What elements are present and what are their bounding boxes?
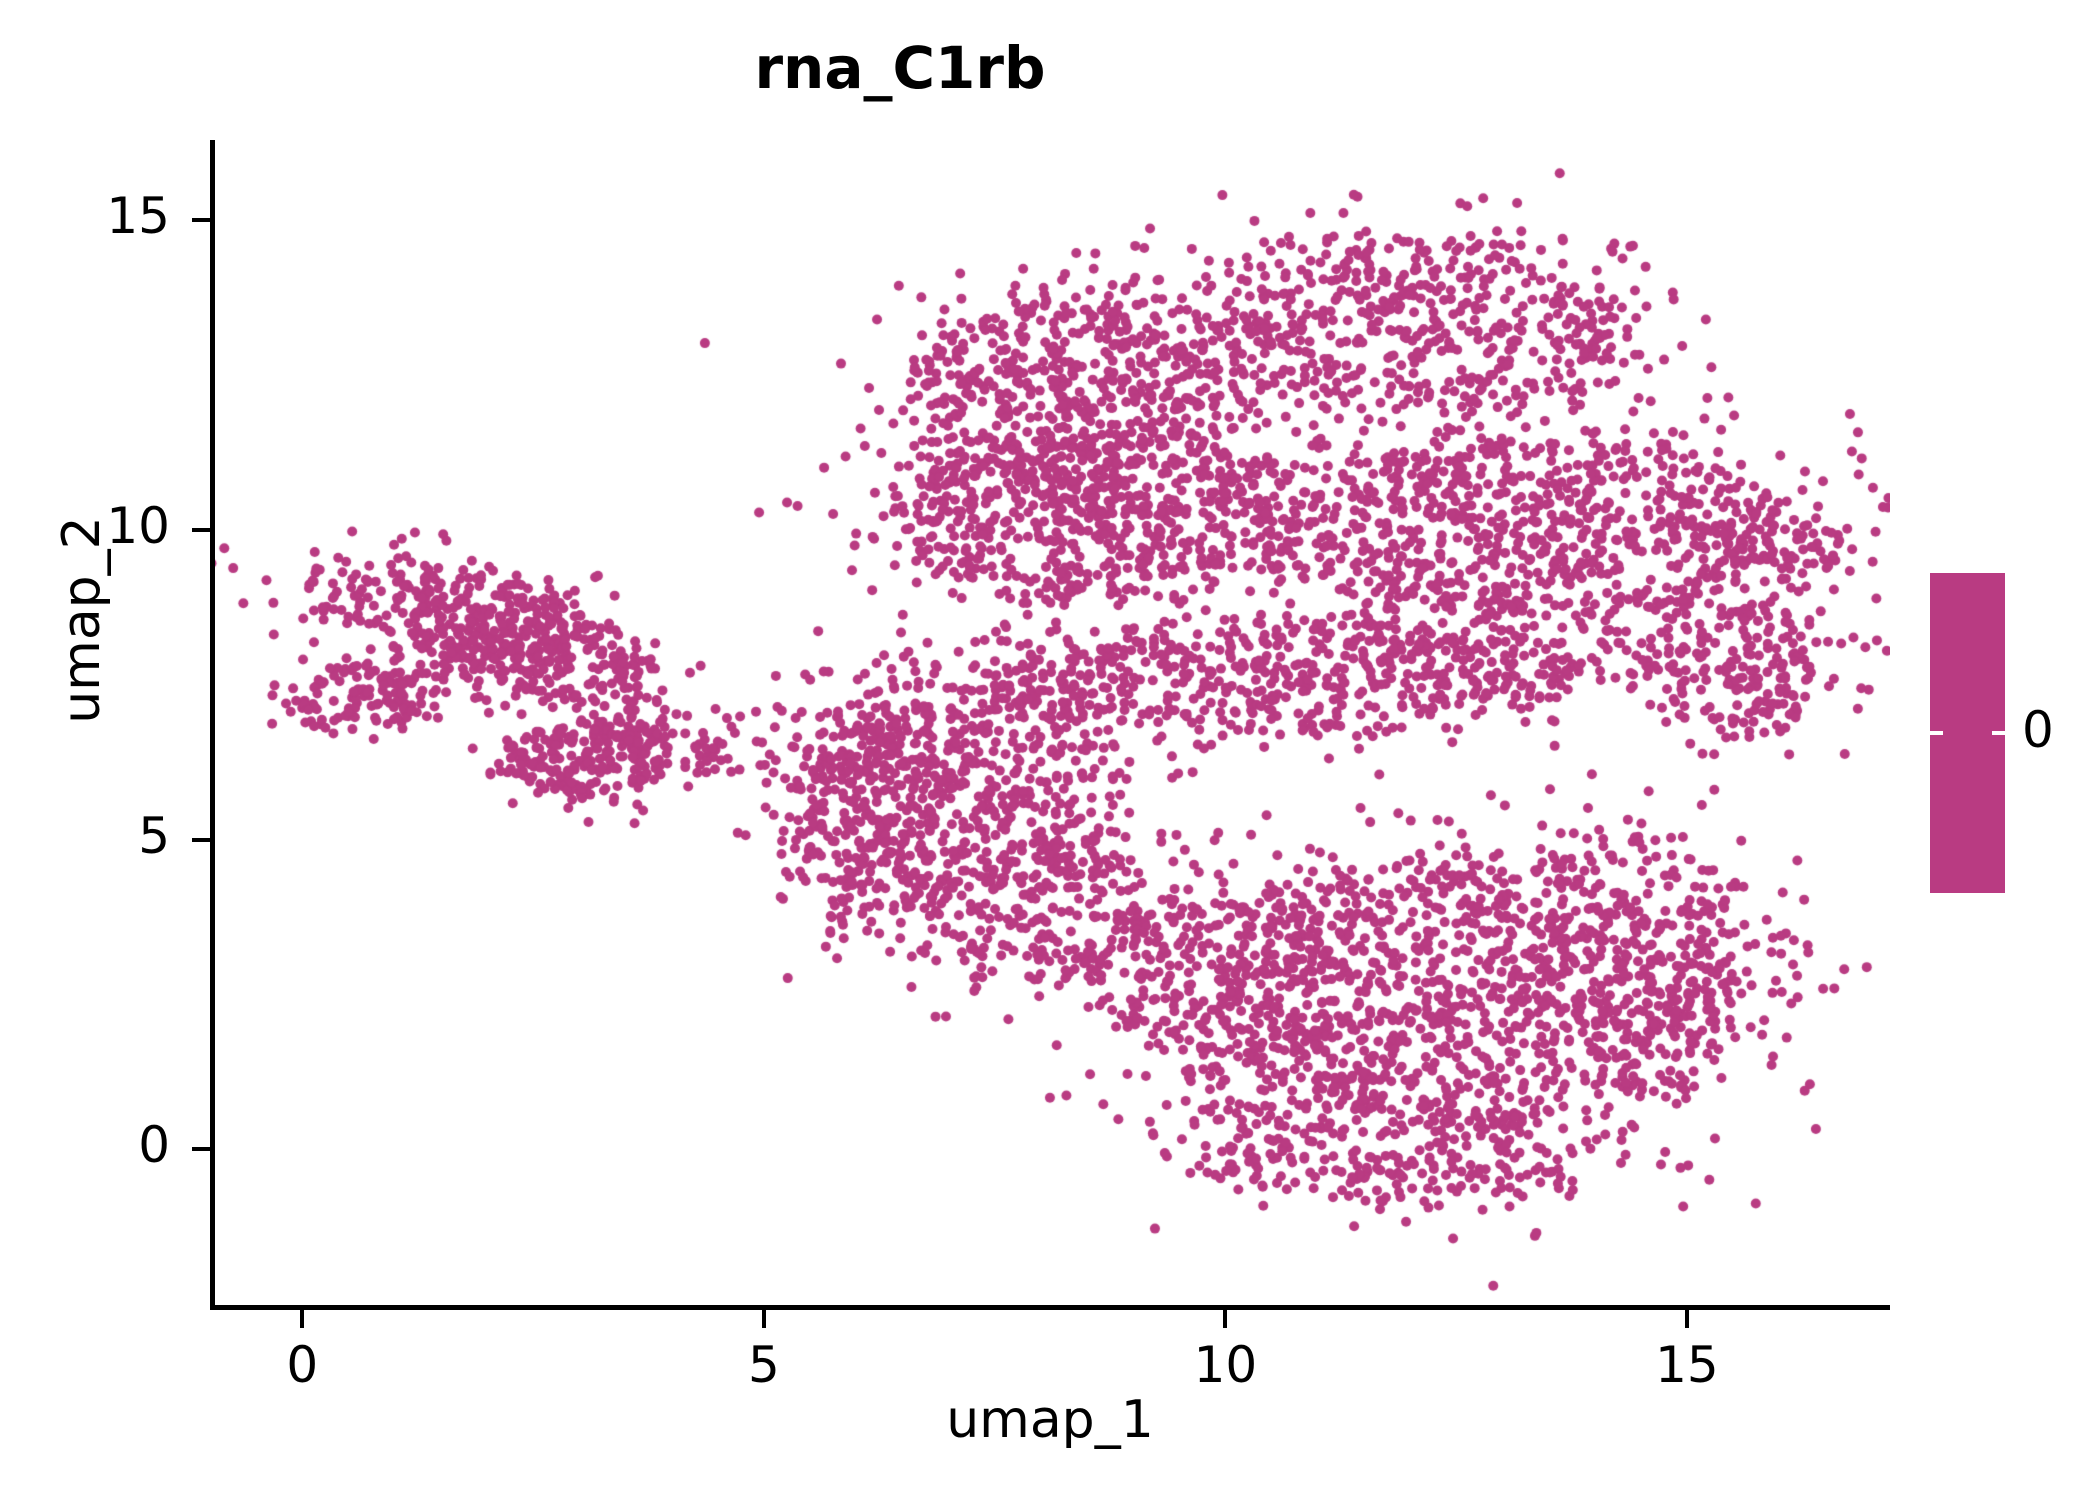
y-axis-label: umap_2	[52, 516, 112, 724]
x-tick-label: 5	[747, 1336, 780, 1394]
x-tick-mark	[1684, 1310, 1689, 1328]
x-axis-label: umap_1	[946, 1390, 1154, 1450]
y-tick-label: 10	[106, 497, 170, 555]
x-tick-label: 15	[1655, 1336, 1719, 1394]
x-tick-mark	[761, 1310, 766, 1328]
colorbar: 0	[1930, 573, 2100, 893]
y-tick-label: 15	[106, 187, 170, 246]
x-axis-spine	[210, 1305, 1890, 1310]
plot-area: 0 5 10 15 0 5 10 15	[106, 140, 1890, 1394]
colorbar-tick-label: 0	[2022, 701, 2054, 759]
colorbar-gradient	[1930, 573, 2005, 893]
colorbar-tick-left	[1930, 731, 1943, 735]
x-tick-label: 0	[286, 1336, 319, 1394]
y-axis-spine	[210, 140, 215, 1310]
y-tick-label: 0	[138, 1116, 170, 1175]
colorbar-tick-right	[1992, 731, 2005, 735]
x-tick-mark	[1223, 1310, 1228, 1328]
x-tick-label: 10	[1193, 1336, 1258, 1394]
y-tick-mark	[192, 528, 210, 532]
page-title: rna_C1rb	[754, 34, 1046, 102]
y-tick-mark	[192, 1147, 210, 1152]
x-tick-mark	[300, 1310, 305, 1328]
scatter-plot-canvas	[210, 140, 1890, 1310]
y-tick-mark	[192, 837, 210, 842]
y-tick-mark	[192, 218, 210, 223]
y-tick-label: 5	[138, 806, 170, 865]
